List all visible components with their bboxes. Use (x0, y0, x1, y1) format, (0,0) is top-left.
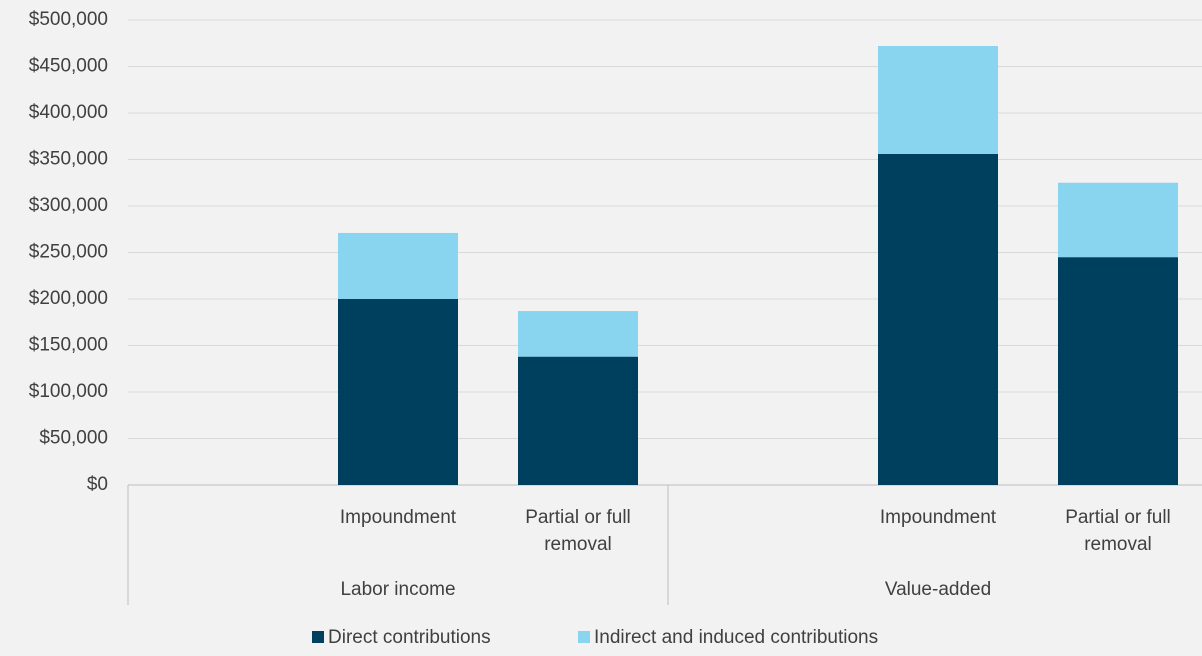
y-tick-label: $50,000 (39, 428, 108, 449)
y-tick-label: $400,000 (29, 102, 108, 123)
bar-segment (338, 232, 458, 299)
x-tick-label: Impoundment (879, 507, 997, 528)
bar-segment (518, 311, 638, 357)
group-label: Labor income (340, 579, 455, 600)
y-tick-label: $300,000 (29, 195, 108, 216)
y-tick-label: $250,000 (29, 242, 108, 263)
y-tick-label: $150,000 (29, 335, 108, 356)
legend-label: Indirect and induced contributions (594, 627, 878, 648)
x-tick-label: Partial or full removal (1065, 507, 1171, 555)
y-tick-label: $200,000 (29, 288, 108, 309)
bar-segment (1058, 182, 1178, 258)
bar-segment (518, 356, 638, 485)
y-tick-label: $0 (87, 474, 108, 495)
x-tick-label: Impoundment (339, 507, 457, 528)
group-label: Value-added (885, 579, 991, 600)
y-tick-label: $350,000 (29, 149, 108, 170)
legend-swatch (578, 631, 590, 643)
legend-swatch (312, 631, 324, 643)
bar-segment (878, 153, 998, 486)
x-tick-label: Partial or full removal (525, 507, 631, 555)
y-tick-label: $450,000 (29, 56, 108, 77)
bar-segment (1058, 257, 1178, 485)
y-tick-label: $500,000 (29, 9, 108, 30)
legend-label: Direct contributions (328, 627, 491, 648)
bar-segment (338, 299, 458, 485)
y-tick-label: $100,000 (29, 381, 108, 402)
bar-segment (878, 46, 998, 154)
